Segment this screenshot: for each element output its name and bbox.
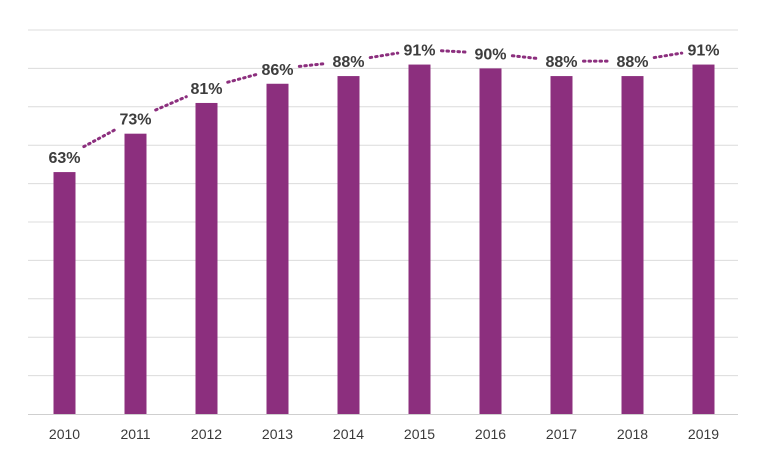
x-axis-tick-labels: 2010 2011 2012 2013 2014 2015 2016 2017 2018 2019 <box>49 426 719 442</box>
data-label-2012: 81% <box>190 81 222 98</box>
bar-2013 <box>266 83 289 414</box>
data-label-2015: 91% <box>403 43 435 60</box>
trend-segment-2010-2011 <box>82 127 118 149</box>
bar-2010 <box>53 172 76 414</box>
x-tick-label-2016: 2016 <box>475 426 506 442</box>
trend-segment-2015-2016 <box>439 49 471 54</box>
bar-2016 <box>479 68 502 415</box>
trend-segment-2014-2015 <box>368 51 400 60</box>
trend-segment-2018-2019 <box>652 51 684 60</box>
bar-2019 <box>692 64 715 414</box>
data-label-2016: 90% <box>474 46 506 63</box>
data-label-2019: 91% <box>687 43 719 60</box>
x-tick-label-2018: 2018 <box>617 426 648 442</box>
bar-2011 <box>124 133 147 414</box>
x-tick-label-2013: 2013 <box>262 426 293 442</box>
trend-segment-2016-2017 <box>510 54 542 61</box>
data-labels: 63% 73% 81% 86% 88% 91% 90% 88% 88% 91% <box>48 43 719 168</box>
x-tick-label-2015: 2015 <box>404 426 435 442</box>
x-tick-label-2014: 2014 <box>333 426 364 442</box>
bar-2014 <box>337 76 360 414</box>
x-tick-label-2019: 2019 <box>688 426 719 442</box>
data-label-2013: 86% <box>261 62 293 79</box>
data-label-2010: 63% <box>48 150 80 167</box>
bar-2018 <box>621 76 644 414</box>
bar-2015 <box>408 64 431 414</box>
trend-segment-2013-2014 <box>297 61 329 68</box>
data-label-2011: 73% <box>119 112 151 129</box>
data-label-2017: 88% <box>545 54 577 71</box>
bars <box>53 64 715 415</box>
trend-line <box>82 49 684 149</box>
trend-segment-2011-2012 <box>154 95 188 112</box>
x-tick-label-2012: 2012 <box>191 426 222 442</box>
bar-2012 <box>195 102 218 415</box>
trend-segment-2012-2013 <box>226 73 258 84</box>
x-tick-label-2010: 2010 <box>49 426 80 442</box>
x-tick-label-2017: 2017 <box>546 426 577 442</box>
data-label-2014: 88% <box>332 54 364 71</box>
x-tick-label-2011: 2011 <box>120 426 150 442</box>
data-label-2018: 88% <box>616 54 648 71</box>
bar-2017 <box>550 76 573 414</box>
